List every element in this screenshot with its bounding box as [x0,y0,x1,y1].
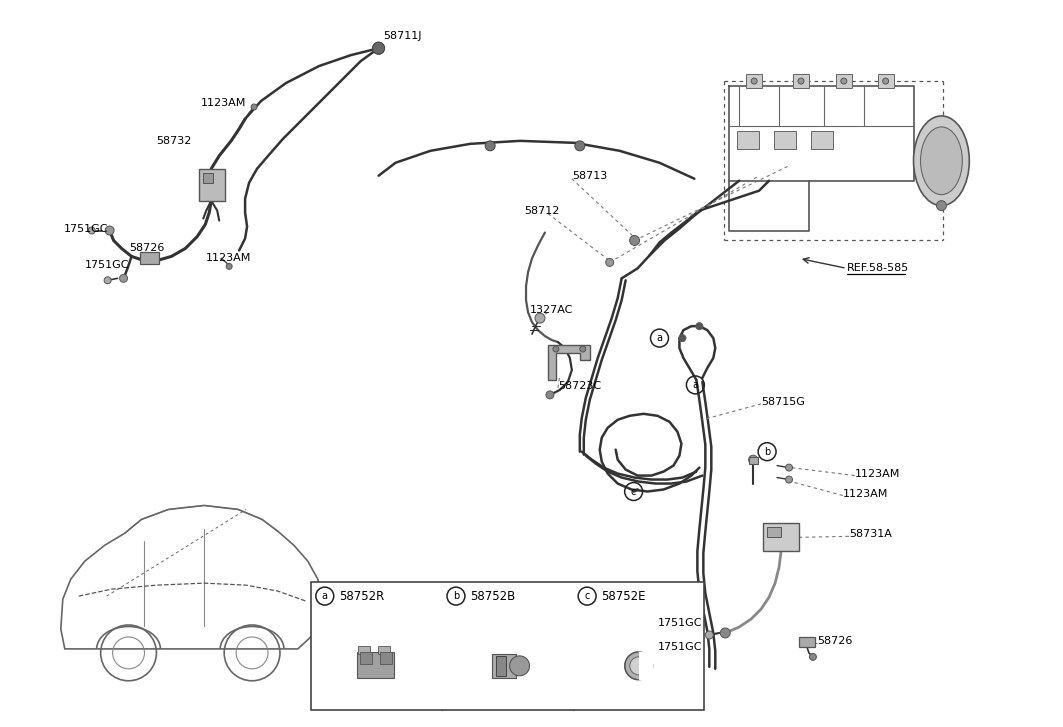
Circle shape [786,476,793,483]
Bar [360,652,372,664]
Bar [738,131,759,149]
Circle shape [685,636,690,642]
Bar [199,169,225,201]
Circle shape [798,78,804,84]
Text: b: b [453,591,459,601]
Text: 58715G: 58715G [761,397,805,407]
Bar [836,74,851,88]
Text: a: a [692,380,698,390]
Ellipse shape [913,116,969,206]
Bar [495,656,506,676]
Text: 1123AM: 1123AM [201,98,247,108]
Circle shape [695,635,704,643]
Bar [139,252,159,265]
Circle shape [937,201,946,211]
Text: b: b [764,446,771,457]
Circle shape [748,455,758,464]
Text: 1751GC: 1751GC [64,223,108,233]
Bar [793,74,809,88]
Circle shape [575,141,585,150]
Circle shape [721,628,730,638]
Bar [746,74,762,88]
Text: 58711J: 58711J [384,31,422,41]
Text: 1123AM: 1123AM [206,254,252,263]
Polygon shape [547,345,590,380]
Circle shape [251,104,257,110]
Circle shape [809,654,816,660]
Circle shape [104,277,112,284]
Bar [356,652,394,678]
Circle shape [514,661,524,671]
Circle shape [629,657,647,675]
Bar [492,654,516,678]
Text: 1751GC: 1751GC [85,260,130,270]
Text: c: c [585,591,590,601]
Ellipse shape [921,127,962,195]
Text: 58731A: 58731A [848,529,892,539]
Text: 1327AC: 1327AC [530,305,573,316]
Circle shape [88,227,96,234]
Circle shape [882,78,889,84]
Circle shape [629,236,640,246]
Circle shape [786,464,793,471]
Ellipse shape [509,656,529,676]
Circle shape [105,226,114,235]
Circle shape [373,42,385,55]
Circle shape [553,346,559,352]
Circle shape [579,346,586,352]
Bar [774,131,796,149]
Circle shape [546,391,554,399]
Text: 58752B: 58752B [470,590,516,603]
Bar [749,457,758,464]
Circle shape [535,313,545,324]
Bar [799,637,815,647]
Text: 58712: 58712 [524,206,559,216]
Text: REF.58-585: REF.58-585 [847,263,909,273]
Text: 58752R: 58752R [339,590,384,603]
Bar [358,646,370,654]
Circle shape [373,42,385,55]
Circle shape [841,78,847,84]
Text: 1123AM: 1123AM [843,489,889,499]
Polygon shape [639,652,653,680]
Text: 58732: 58732 [156,136,191,146]
Text: 58726: 58726 [130,244,165,254]
Circle shape [685,618,690,624]
Bar [378,646,390,654]
Circle shape [706,631,713,639]
Circle shape [696,323,703,329]
Text: a: a [322,591,327,601]
Text: 58713: 58713 [572,171,607,181]
Text: 1123AM: 1123AM [855,469,900,478]
Bar [878,74,894,88]
Text: a: a [657,333,662,343]
Text: 58752E: 58752E [601,590,645,603]
Text: 1751GC: 1751GC [658,642,702,652]
Circle shape [695,617,704,625]
Bar [811,131,832,149]
Text: 58723C: 58723C [558,381,601,391]
Circle shape [606,258,613,266]
Text: 58726: 58726 [816,636,853,646]
Bar [767,527,781,537]
Circle shape [679,334,686,342]
Bar [203,173,214,182]
Circle shape [485,141,495,150]
Bar [381,652,392,664]
Bar [763,523,799,551]
Bar [310,582,705,710]
Circle shape [226,263,232,270]
Circle shape [119,274,128,282]
Circle shape [625,652,653,680]
Circle shape [752,78,757,84]
Text: c: c [631,486,637,497]
Text: 1751GC: 1751GC [658,618,702,628]
